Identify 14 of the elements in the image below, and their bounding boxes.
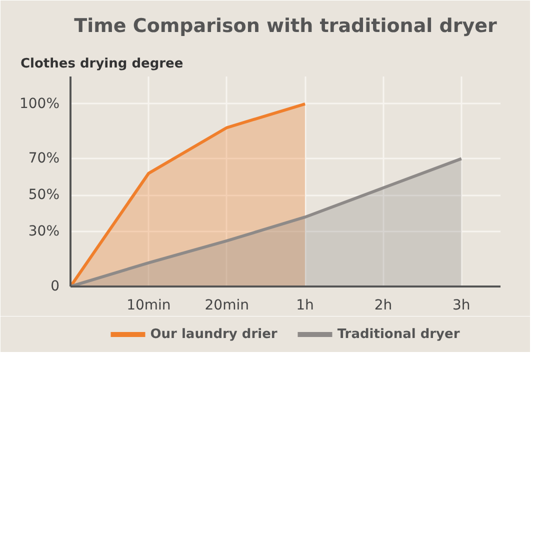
y-tick-label: 50% xyxy=(28,187,60,204)
y-tick-label: 30% xyxy=(28,224,60,240)
x-tick-label: 2h xyxy=(374,298,392,314)
legend-label: Traditional dryer xyxy=(337,326,460,342)
x-tick-label: 20min xyxy=(204,298,249,314)
y-axis-title: Clothes drying degree xyxy=(20,56,184,72)
chart-title: Time Comparison with traditional dryer xyxy=(74,15,498,37)
y-tick-label: 100% xyxy=(19,96,60,112)
y-tick-label: 0 xyxy=(50,278,60,294)
x-tick-label: 10min xyxy=(126,298,171,314)
x-tick-label: 1h xyxy=(296,298,314,314)
y-tick-label: 70% xyxy=(28,150,60,167)
x-tick-label: 3h xyxy=(452,298,470,314)
legend-label: Our laundry drier xyxy=(150,326,278,342)
